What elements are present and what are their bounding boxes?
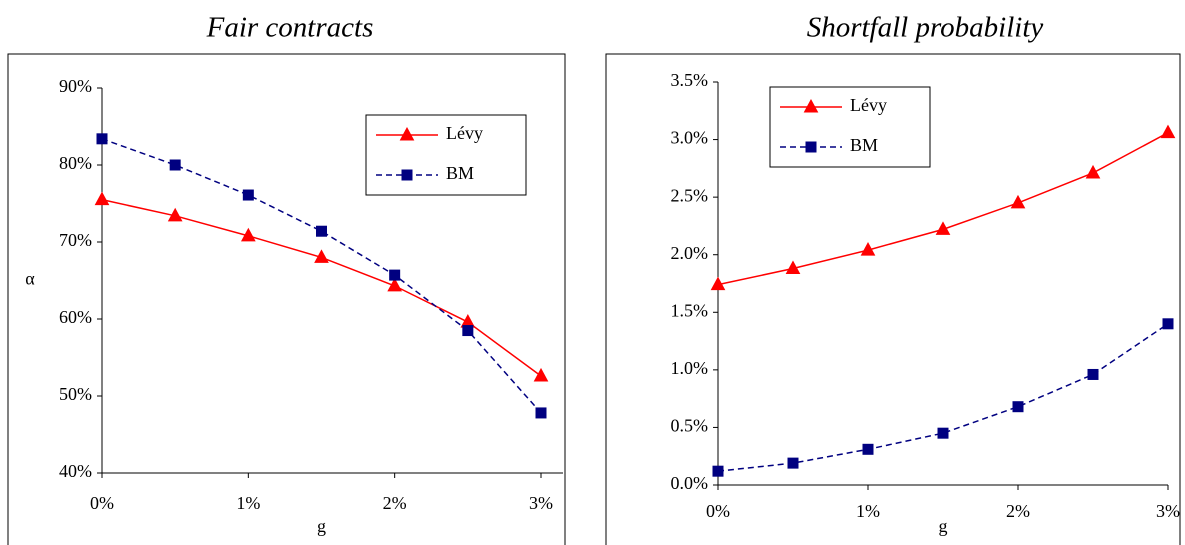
legend-box — [365, 114, 527, 196]
marker-square — [1087, 368, 1099, 380]
marker-square — [805, 141, 817, 153]
marker-square — [96, 133, 108, 145]
marker-square — [937, 427, 949, 439]
y-tick-label: 2.5% — [671, 185, 709, 205]
marker-square — [389, 269, 401, 281]
marker-triangle — [314, 249, 329, 263]
marker-square — [1012, 401, 1024, 413]
marker-square — [1162, 318, 1174, 330]
x-tick-label: 3% — [1156, 501, 1180, 521]
x-tick-label: 2% — [383, 493, 407, 513]
marker-square — [535, 407, 547, 419]
marker-square — [316, 225, 327, 237]
y-tick-label: 1.5% — [671, 300, 709, 320]
y-tick-label: 40% — [59, 461, 92, 481]
series-line — [717, 323, 1169, 472]
legend-box — [769, 86, 931, 168]
marker-triangle — [399, 126, 415, 141]
x-tick-label: 3% — [529, 493, 553, 513]
marker-triangle — [803, 98, 819, 113]
marker-square — [401, 169, 413, 181]
chart-frame — [605, 53, 1181, 545]
marker-triangle — [935, 221, 951, 235]
y-axis-label: α — [25, 269, 35, 289]
marker-triangle — [860, 242, 876, 256]
x-tick-label: 2% — [1006, 501, 1030, 521]
x-axis-label: g — [939, 516, 948, 536]
marker-triangle — [533, 367, 549, 382]
y-tick-label: 2.0% — [671, 243, 709, 263]
marker-square — [169, 159, 181, 171]
x-axis-label: g — [317, 516, 326, 536]
marker-triangle — [1010, 194, 1026, 209]
chart-frame — [7, 53, 566, 545]
x-tick-label: 1% — [236, 493, 260, 513]
marker-square — [462, 325, 474, 337]
marker-triangle — [167, 207, 183, 222]
x-tick-label: 1% — [856, 501, 880, 521]
y-tick-label: 3.0% — [671, 128, 709, 148]
legend-label: BM — [850, 135, 878, 155]
marker-triangle — [1085, 164, 1101, 179]
x-tick-label: 0% — [90, 493, 114, 513]
x-tick-label: 0% — [706, 501, 730, 521]
y-tick-label: 80% — [59, 153, 92, 173]
y-tick-label: 60% — [59, 307, 92, 327]
legend-label: Lévy — [446, 123, 483, 143]
legend-label: BM — [446, 163, 474, 183]
y-tick-label: 90% — [59, 76, 92, 96]
marker-triangle — [240, 227, 256, 242]
y-tick-label: 3.5% — [671, 70, 709, 90]
chart-title: Fair contracts — [206, 12, 374, 44]
marker-square — [712, 465, 724, 477]
legend-label: Lévy — [850, 95, 887, 115]
y-tick-label: 70% — [59, 230, 92, 250]
y-tick-label: 0.0% — [671, 473, 709, 493]
y-tick-label: 50% — [59, 384, 92, 404]
marker-triangle — [1160, 124, 1176, 139]
marker-triangle — [94, 191, 110, 206]
chart-title: Shortfall probability — [807, 12, 1044, 44]
marker-triangle — [387, 277, 403, 292]
y-tick-label: 1.0% — [671, 358, 709, 378]
marker-triangle — [710, 276, 726, 291]
marker-square — [242, 189, 254, 201]
marker-triangle — [785, 260, 801, 275]
marker-square — [787, 457, 799, 469]
marker-square — [862, 443, 874, 455]
y-tick-label: 0.5% — [671, 416, 709, 436]
